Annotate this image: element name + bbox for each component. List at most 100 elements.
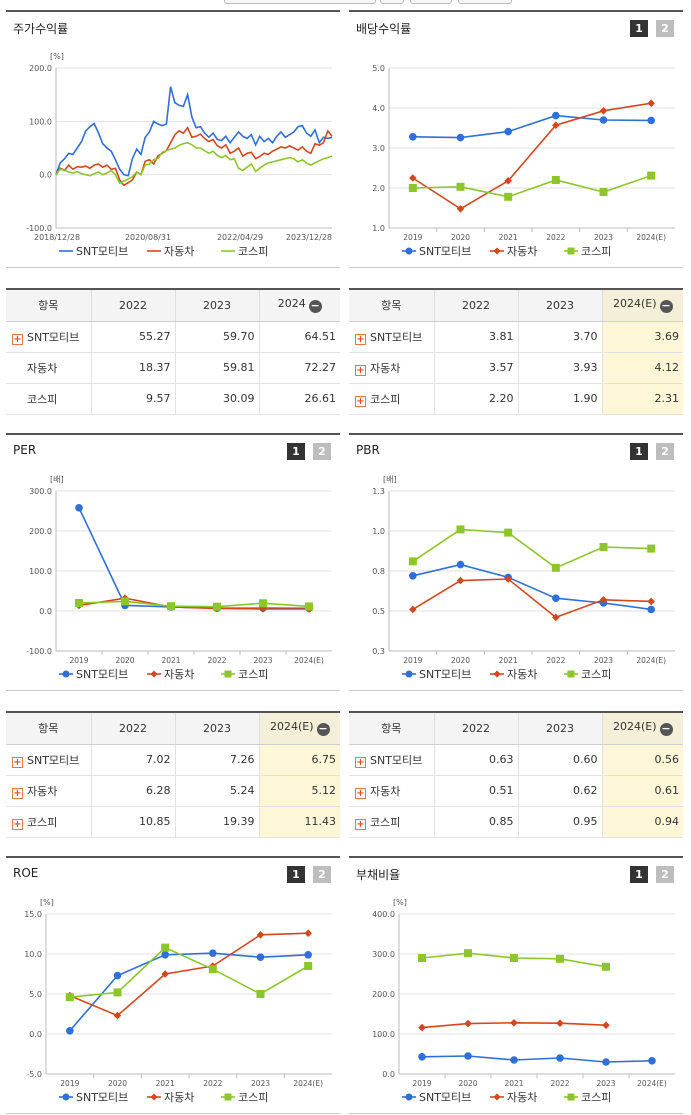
page-1-button[interactable]: 1 (287, 866, 305, 883)
header-year: 2023 (175, 289, 260, 322)
data-point-snt (66, 1027, 74, 1035)
expand-plus-icon[interactable]: + (12, 787, 23, 799)
page-1-button[interactable]: 1 (287, 443, 305, 460)
toolbar-button-edge[interactable] (224, 0, 376, 4)
page-2-button[interactable]: 2 (656, 866, 674, 883)
value-cell: 3.93 (518, 352, 603, 384)
x-tick-label: 2019 (60, 1079, 79, 1088)
data-point-snt (552, 594, 560, 602)
value-cell: 59.81 (175, 352, 260, 384)
expand-plus-icon[interactable]: + (355, 364, 366, 376)
x-tick-label: 2022 (546, 656, 565, 665)
y-tick-label: 5.0 (29, 990, 42, 999)
y-tick-label: 2.0 (372, 184, 385, 193)
page-2-button[interactable]: 2 (313, 866, 331, 883)
x-tick-label: 2021 (504, 1079, 523, 1088)
series-line-snt (412, 114, 652, 139)
legend-item-auto: 자동차 (147, 1091, 194, 1104)
expand-plus-icon[interactable]: + (12, 818, 23, 830)
data-point-kospi (259, 599, 267, 608)
legend-marker (224, 1093, 232, 1101)
expand-plus-icon[interactable]: + (355, 756, 366, 768)
expand-plus-icon[interactable]: + (355, 333, 366, 345)
page-2-button[interactable]: 2 (656, 20, 674, 37)
page-1-button[interactable]: 1 (630, 443, 648, 460)
per-table: 항목 2022 2023 2024(E) − + SNT모티브 7.02 7.26 6.75 + 자동… (6, 711, 340, 838)
table-row: + 코스피 10.85 19.39 11.43 (6, 806, 340, 838)
data-point-auto (647, 99, 655, 107)
collapse-minus-icon[interactable]: − (659, 722, 673, 737)
x-tick-label: 2024(E) (636, 656, 666, 665)
price-return-panel: 주가수익률 [%] 200.0 100.0 0.0 -100.0 2018/12/28 20… (6, 10, 340, 268)
value-cell: 4.12 (602, 352, 683, 384)
row-item-label: 코스피 (27, 392, 58, 406)
y-tick-label: 1.0 (372, 527, 385, 536)
x-tick-label: 2020 (451, 656, 470, 665)
y-tick-label: 300.0 (29, 487, 52, 496)
data-point-auto (418, 1023, 426, 1032)
x-tick-label: 2020 (115, 656, 134, 665)
legend-label: 자동차 (507, 245, 537, 258)
page-1-button[interactable]: 1 (630, 20, 648, 37)
legend-item-auto: 자동차 (490, 245, 537, 258)
legend-label: 자동차 (507, 668, 537, 681)
row-item-label: 코스피 (370, 392, 401, 406)
x-tick-label: 2022 (550, 1079, 569, 1088)
data-point-kospi (647, 171, 656, 180)
collapse-minus-icon[interactable]: − (659, 299, 673, 314)
header-label: 2022 (462, 298, 490, 312)
expand-plus-icon[interactable]: + (12, 756, 23, 768)
expand-plus-icon[interactable]: + (355, 787, 366, 799)
legend-item-kospi: 코스피 (564, 245, 611, 258)
collapse-minus-icon[interactable]: − (316, 722, 330, 737)
data-point-snt (256, 953, 265, 961)
data-point-snt (602, 1058, 610, 1066)
page-1-button[interactable]: 1 (630, 866, 648, 883)
legend-item-kospi: 코스피 (221, 1091, 268, 1104)
y-tick-label: 0.3 (372, 647, 385, 656)
header-label: 항목 (381, 299, 402, 313)
y-tick-label: 100.0 (372, 1030, 395, 1039)
toolbar-button-edge[interactable] (458, 0, 512, 4)
header-label: 2023 (546, 298, 574, 312)
y-tick-label: 400.0 (372, 910, 395, 919)
data-point-auto (504, 177, 512, 185)
series-line-auto (412, 578, 652, 619)
price-return-table: 항목 2022 2023 2024− + SNT모티브 55.27 59.70 64.51 자동차… (6, 288, 340, 415)
header-label: 항목 (38, 299, 59, 313)
value-cell: 3.81 (434, 321, 519, 353)
value-cell: 11.43 (259, 806, 340, 838)
row-item-label: 자동차 (370, 361, 401, 375)
legend-label: 자동차 (164, 1091, 194, 1104)
data-point-kospi (599, 543, 608, 551)
data-point-auto (552, 613, 560, 622)
expand-plus-icon[interactable]: + (355, 395, 366, 407)
data-point-kospi (213, 602, 221, 611)
data-point-snt (409, 133, 417, 141)
data-point-auto (599, 596, 608, 604)
expand-plus-icon[interactable]: + (355, 818, 366, 830)
page-2-button[interactable]: 2 (313, 443, 331, 460)
collapse-minus-icon[interactable]: − (308, 299, 322, 314)
value-cell: 19.39 (175, 806, 260, 838)
legend-label: SNT모티브 (76, 245, 128, 258)
toolbar-button-edge[interactable] (380, 0, 404, 4)
series-line-auto (412, 102, 652, 210)
row-item-label: SNT모티브 (27, 330, 80, 344)
pbr-chart: [배] 1.3 1.0 0.8 0.5 0.3 2019 2020 2021 2022 2023 20… (372, 475, 675, 681)
row-item-cell: 코스피 (6, 383, 92, 415)
legend-item-snt: SNT모티브 (59, 245, 128, 258)
value-cell: 5.12 (259, 775, 340, 807)
data-point-kospi (510, 954, 518, 962)
row-item-cell: 자동차 (6, 352, 92, 384)
expand-plus-icon[interactable]: + (12, 333, 23, 345)
header-label: 2024 (277, 297, 306, 311)
value-cell: 10.85 (91, 806, 176, 838)
legend-marker (405, 247, 413, 255)
page-2-button[interactable]: 2 (656, 443, 674, 460)
data-point-snt (409, 572, 417, 580)
legend-marker (405, 670, 413, 678)
toolbar-button-edge[interactable] (410, 0, 452, 4)
data-point-kospi (208, 965, 217, 974)
series-line-snt (69, 952, 309, 1032)
